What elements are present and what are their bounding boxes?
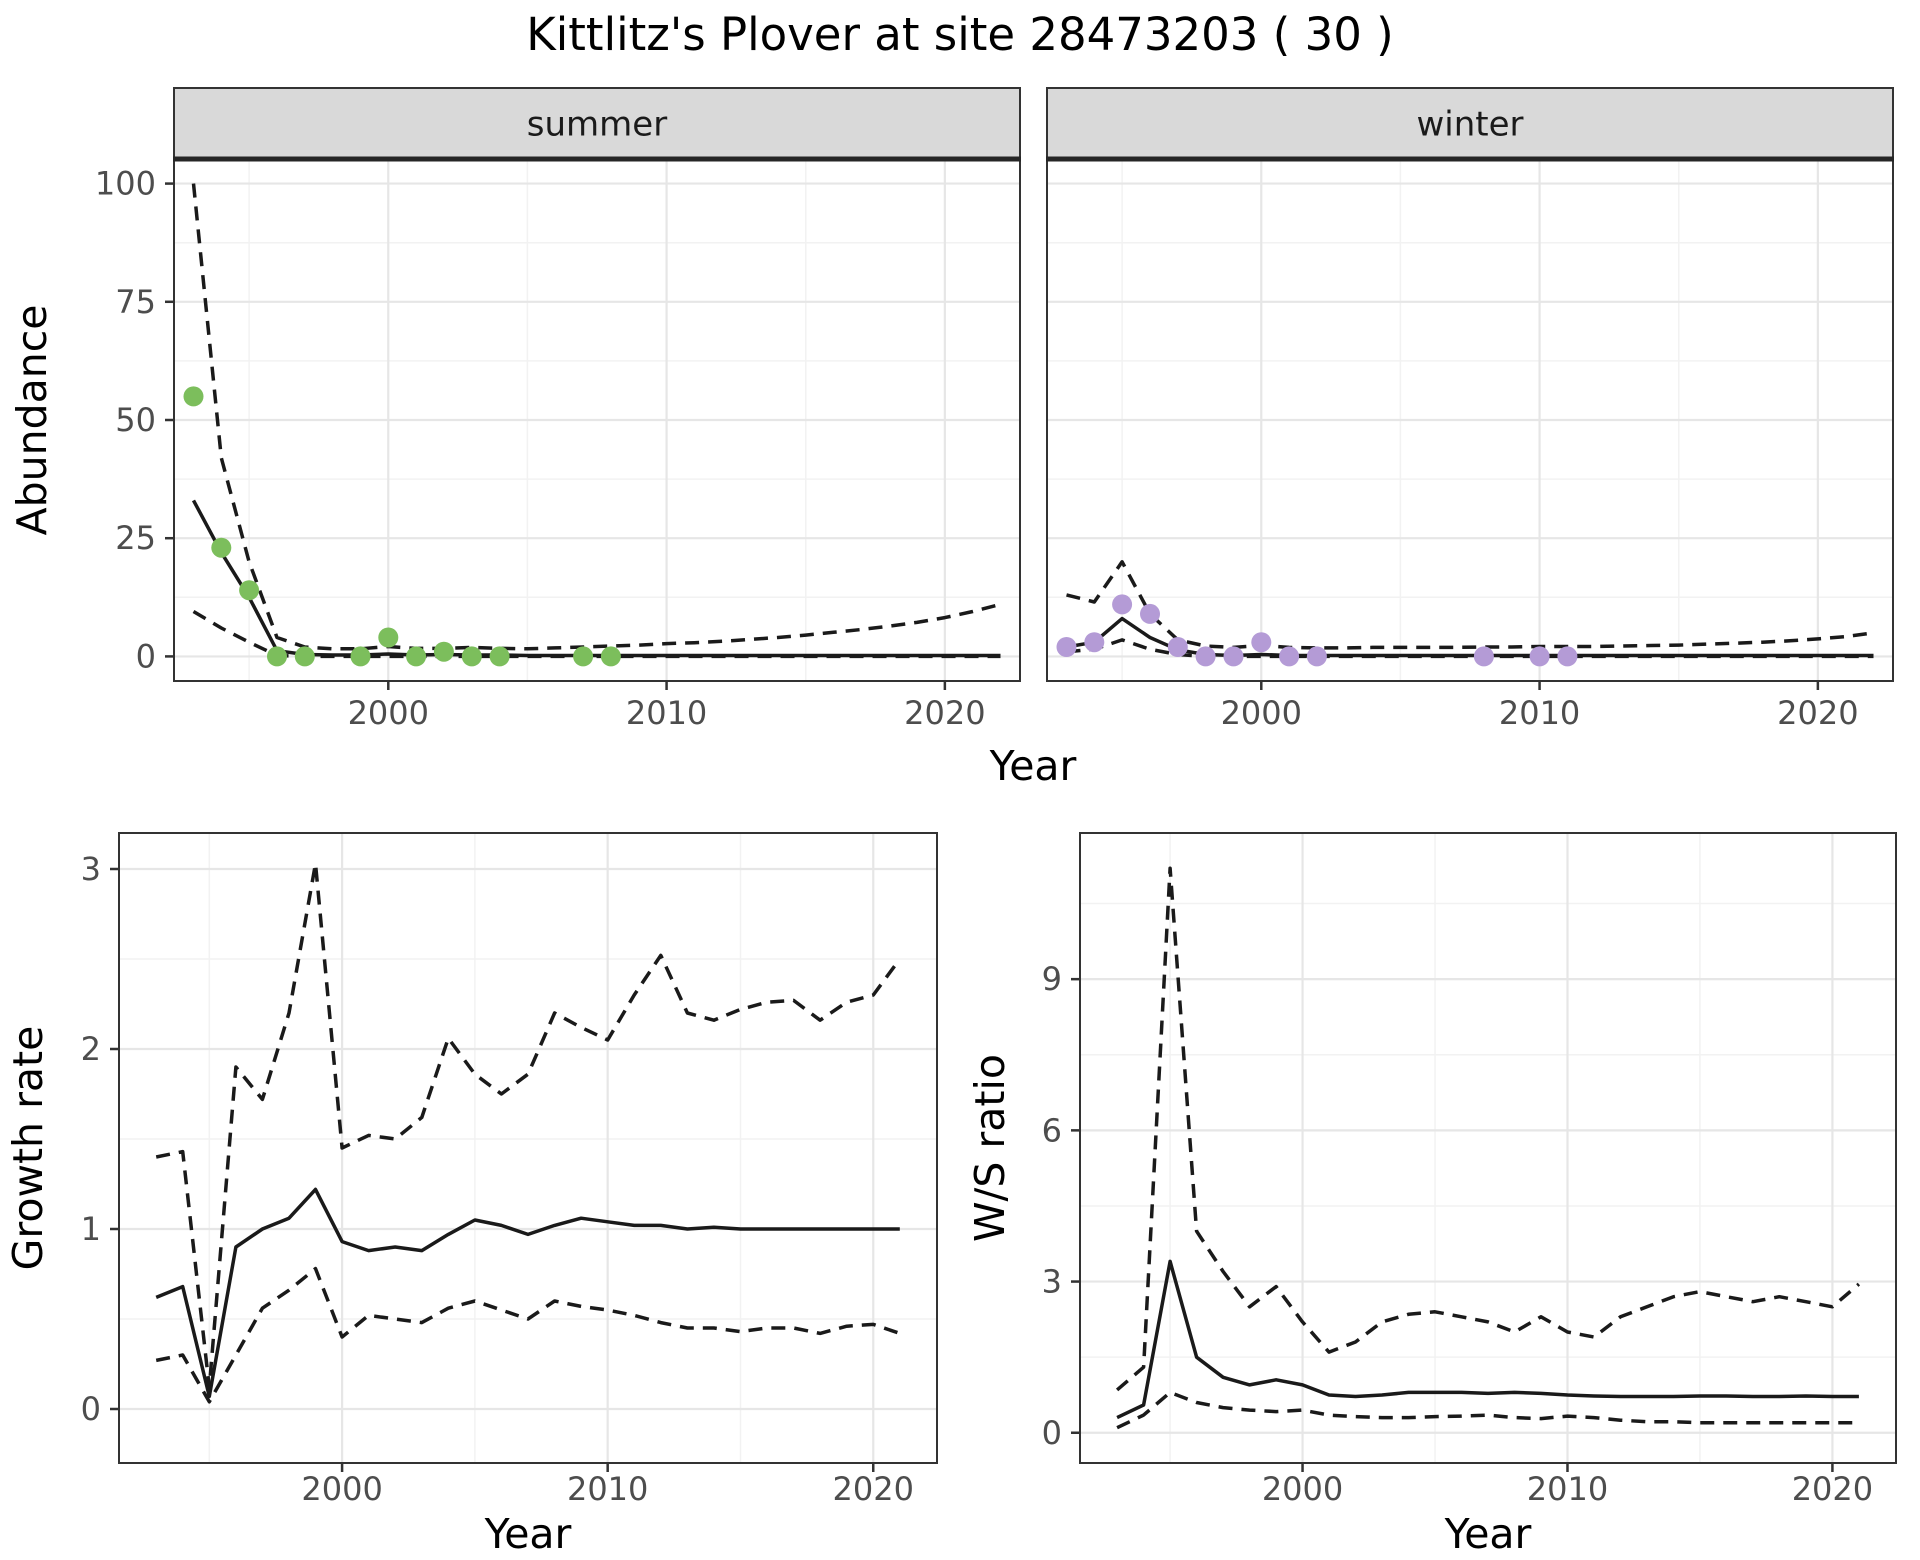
observation-point [1140, 603, 1160, 624]
observation-point [1279, 646, 1300, 667]
x-tick-label: 2000 [1262, 1470, 1343, 1508]
observation-point [183, 386, 204, 407]
x-tick-label: 2010 [626, 694, 707, 732]
abundance-facet-winter: winter 2000 2010 2020 [1046, 87, 1894, 732]
ws-ratio-y-axis-title: W/S ratio [966, 1054, 1014, 1242]
observation-point [573, 646, 594, 667]
x-tick-label: 2020 [904, 694, 985, 732]
y-tick-label: 3 [81, 850, 101, 888]
panel-border [1079, 832, 1897, 1464]
y-tick-label: 75 [115, 283, 156, 321]
x-tick-label: 2000 [348, 694, 429, 732]
ci-lower-line [155, 1266, 901, 1404]
observation-point [267, 646, 287, 667]
observation-point [461, 646, 482, 667]
y-tick-label: 50 [115, 401, 156, 439]
panel-background [119, 833, 937, 1463]
growth-rate-chart: 2000 2010 2020 0 1 2 3 [81, 832, 938, 1508]
observation-point [378, 627, 399, 648]
abundance-y-axis-title: Abundance [8, 305, 56, 536]
facet-strip-label: winter [1416, 105, 1523, 145]
ci-upper-line [155, 861, 902, 1390]
y-tick-label: 0 [136, 637, 156, 675]
observation-point [1557, 646, 1578, 667]
fit-line [1116, 1259, 1859, 1420]
growth-rate-y-axis-title: Growth rate [4, 1026, 52, 1271]
y-tick-label: 2 [81, 1030, 101, 1068]
ci-upper-line [1066, 560, 1874, 650]
observation-point [1529, 646, 1550, 667]
x-tick-label: 2000 [1221, 694, 1302, 732]
ws-ratio-x-axis-title: Year [1444, 1510, 1532, 1558]
fit-line [155, 1187, 900, 1399]
x-tick-label: 2000 [301, 1470, 382, 1508]
abundance-facet-summer: summer 2000 2010 2020 0 25 50 75 100 [95, 87, 1021, 732]
ci-upper-line [191, 183, 1001, 651]
observation-point [211, 537, 232, 558]
panel-border [118, 832, 938, 1464]
x-tick-label: 2010 [1499, 694, 1580, 732]
chart-title: Kittlitz's Plover at site 28473203 ( 30 … [526, 8, 1394, 61]
y-tick-label: 6 [1042, 1111, 1062, 1149]
observation-point [406, 646, 427, 667]
ci-lower-line [1116, 1390, 1859, 1430]
ws-ratio-chart: 2000 2010 2020 0 3 6 9 [1042, 832, 1897, 1508]
y-tick-label: 100 [95, 165, 156, 203]
observation-point [1056, 637, 1077, 657]
observation-point [1112, 594, 1133, 615]
observation-point [1195, 646, 1216, 667]
observation-point [600, 646, 621, 667]
y-tick-label: 3 [1042, 1263, 1062, 1301]
facet-strip [1046, 87, 1894, 160]
y-tick-label: 25 [115, 519, 156, 557]
observation-point [1167, 637, 1188, 657]
x-tick-label: 2020 [1777, 694, 1858, 732]
observation-point [239, 580, 260, 601]
y-tick-label: 0 [1042, 1414, 1062, 1452]
x-tick-label: 2010 [567, 1470, 648, 1508]
observation-point [433, 641, 454, 662]
abundance-x-axis-title: Year [989, 742, 1077, 790]
observation-point [1306, 646, 1327, 667]
facet-strip [173, 87, 1021, 160]
x-tick-label: 2020 [833, 1470, 914, 1508]
growth-rate-x-axis-title: Year [484, 1510, 572, 1558]
observation-point [489, 646, 510, 667]
observation-point [1473, 646, 1494, 667]
observation-point [1084, 632, 1105, 653]
ci-upper-line [1115, 866, 1861, 1392]
fit-line [191, 499, 1001, 658]
observation-point [294, 646, 315, 667]
panel-background [1080, 833, 1896, 1463]
y-tick-label: 1 [81, 1210, 101, 1248]
x-tick-label: 2020 [1792, 1470, 1873, 1508]
facet-strip-label: summer [527, 105, 667, 145]
observation-point [350, 646, 371, 667]
y-tick-label: 0 [81, 1390, 101, 1428]
observation-point [1251, 632, 1272, 653]
x-tick-label: 2010 [1527, 1470, 1608, 1508]
y-tick-label: 9 [1042, 960, 1062, 998]
observation-point [1223, 646, 1244, 667]
